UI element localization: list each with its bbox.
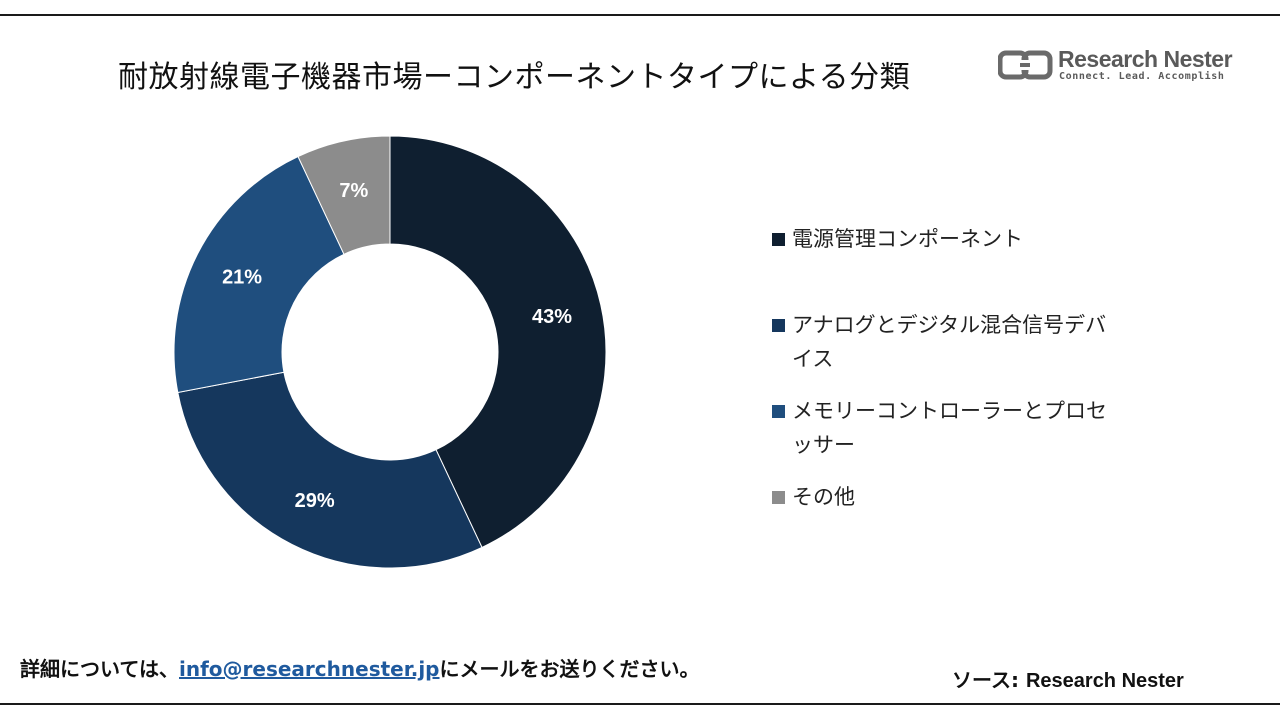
donut-chart: 43% 29% 21% 7%: [173, 135, 607, 569]
email-link[interactable]: info@researchnester.jp: [179, 657, 440, 681]
slice-value-label: 29%: [295, 490, 335, 512]
contact-note-prefix: 詳細については、: [20, 657, 179, 681]
donut-slice: [173, 155, 345, 394]
slice-value-label: 43%: [532, 306, 572, 328]
legend-swatch: [772, 491, 785, 504]
research-nester-logo: Research Nester Connect. Lead. Accomplis…: [998, 46, 1233, 86]
donut-slice: [297, 135, 391, 255]
top-border: [0, 14, 1280, 16]
legend-label: その他: [792, 485, 855, 509]
logo-name: Research Nester: [1058, 46, 1233, 72]
legend-label: アナログとデジタル混合信号デバイス: [792, 313, 1107, 371]
legend-swatch: [772, 233, 785, 246]
source-label: ソース:: [952, 668, 1026, 692]
donut-slice: [177, 371, 483, 569]
slice-value-label: 21%: [222, 267, 262, 289]
legend-swatch: [772, 405, 785, 418]
slice-value-label: 7%: [339, 180, 368, 202]
legend-swatch: [772, 319, 785, 332]
logo-tagline: Connect. Lead. Accomplish: [1059, 71, 1225, 82]
legend-label: メモリーコントローラーとプロセッサー: [792, 399, 1107, 457]
research-nester-logo-mark-icon: [998, 50, 1053, 80]
contact-note-suffix: にメールをお送りください。: [439, 657, 700, 681]
donut-slice: [389, 135, 607, 549]
source-credit: ソース: Research Nester: [952, 664, 1184, 693]
bottom-border: [0, 703, 1280, 705]
chart-title: 耐放射線電子機器市場ーコンポーネントタイプによる分類: [118, 60, 911, 95]
contact-note: 詳細については、info@researchnester.jpにメールをお送りくだ…: [20, 653, 700, 682]
source-name: Research Nester: [1025, 670, 1184, 692]
legend-label: 電源管理コンポーネント: [792, 227, 1023, 251]
